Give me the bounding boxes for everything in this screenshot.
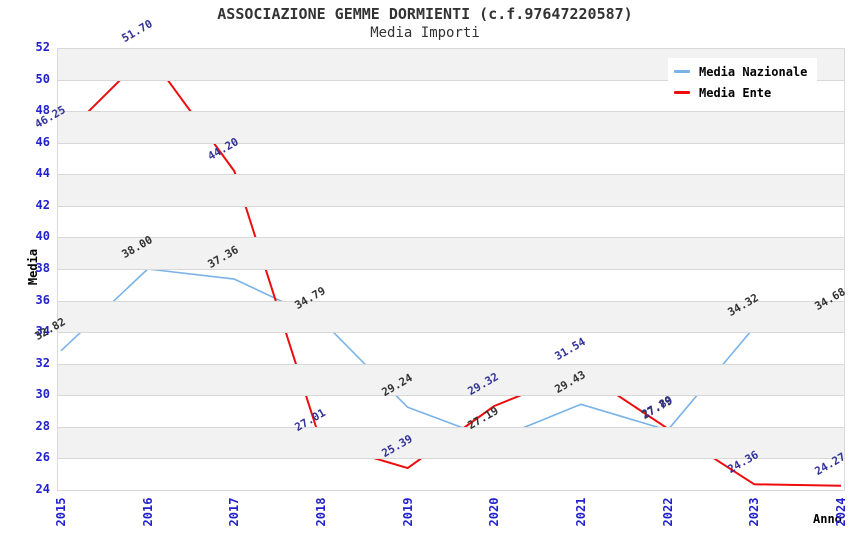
legend-label-media-nazionale: Media Nazionale [699,64,808,79]
gridline [57,48,845,49]
y-tick-26: 26 [35,450,50,465]
y-tick-40: 40 [35,229,50,244]
y-axis-spine [57,48,58,490]
chart-title: ASSOCIAZIONE GEMME DORMIENTI (c.f.976472… [217,5,633,23]
gridline [57,237,845,238]
legend-item-media-nazionale[interactable]: Media Nazionale [674,61,807,82]
x-tick-2021: 2021 [574,497,588,527]
plot-band [57,237,845,269]
plot-band [57,174,845,206]
x-tick-2016: 2016 [140,497,155,527]
x-axis-title: Anno [813,512,842,526]
x-tick-2017: 2017 [227,497,242,527]
gridline [57,364,845,365]
plot-band [57,426,845,459]
y-tick-50: 50 [35,71,50,86]
y-tick-28: 28 [35,418,50,433]
gridline [57,80,845,81]
gridline [57,332,845,333]
y-tick-42: 42 [35,197,50,212]
y-tick-34: 34 [35,324,50,339]
y-tick-36: 36 [35,292,50,307]
x-tick-2018: 2018 [314,497,328,527]
legend-item-media-ente[interactable]: Media Ente [674,82,807,103]
gridline [57,301,845,302]
plot-band [57,300,845,333]
chart-subtitle: Media Importi [370,25,480,41]
plot-right-edge [844,48,845,490]
x-tick-2020: 2020 [487,497,502,527]
y-tick-24: 24 [35,482,50,496]
x-tick-2019: 2019 [400,497,415,527]
y-tick-44: 44 [35,166,50,181]
gridline [57,427,845,428]
y-tick-52: 52 [35,40,50,54]
x-tick-2023: 2023 [747,497,762,527]
gridline [57,458,845,459]
gridline [57,395,845,396]
gridline [57,143,845,144]
plot-band [57,111,845,143]
x-tick-2024: 2024 [834,497,848,527]
y-tick-38: 38 [35,261,50,275]
x-tick-2015: 2015 [54,497,68,527]
x-tick-2022: 2022 [660,497,675,527]
media-ente-legend-dash-icon [674,91,690,94]
gridline [57,174,845,175]
plot-area [57,48,845,491]
y-tick-48: 48 [35,103,50,118]
y-tick-32: 32 [35,355,50,370]
media-nazionale-legend-dash-icon [674,70,690,73]
legend: Media Nazionale Media Ente [668,58,818,106]
y-tick-30: 30 [35,387,50,402]
gridline [57,490,845,491]
y-tick-46: 46 [35,134,50,149]
legend-label-media-ente: Media Ente [699,85,772,100]
gridline [57,269,845,270]
plot-band [57,363,845,396]
gridline [57,111,845,112]
gridline [57,206,845,207]
media-nazionale-line [60,268,842,441]
